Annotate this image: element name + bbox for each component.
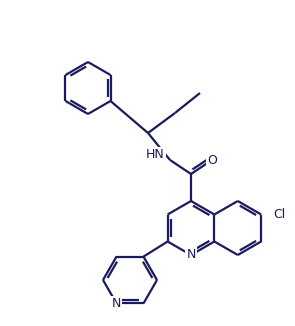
Text: N: N: [186, 248, 196, 261]
Text: N: N: [112, 297, 121, 310]
Text: HN: HN: [146, 149, 164, 161]
Text: Cl: Cl: [273, 208, 285, 221]
Text: O: O: [207, 154, 217, 167]
